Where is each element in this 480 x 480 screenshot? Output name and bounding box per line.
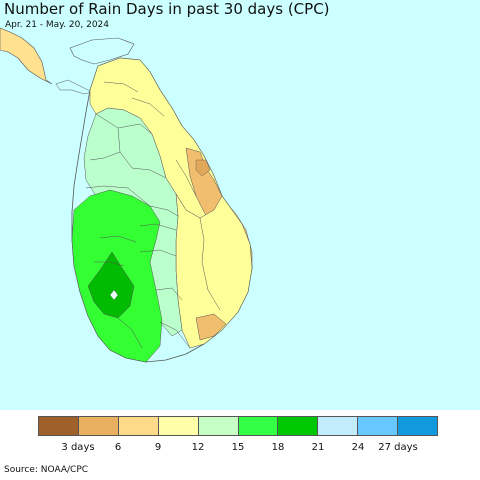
sri-lanka-map [0, 27, 253, 363]
legend-tick-label: 6 [114, 442, 122, 453]
legend-swatch [238, 417, 279, 435]
legend-swatch [398, 417, 438, 435]
zone-trinco-orange [195, 159, 211, 177]
zone-southeast-orange [195, 313, 227, 341]
peak-marker [109, 289, 119, 301]
legend-colorbar [38, 416, 438, 436]
jaffna-peninsula [69, 37, 135, 65]
map-title: Number of Rain Days in past 30 days (CPC… [4, 0, 330, 18]
date-range: Apr. 21 - May. 20, 2024 [5, 20, 110, 30]
legend-swatch [198, 417, 239, 435]
legend-swatch [78, 417, 119, 435]
legend-tick-label: 3 days [61, 442, 95, 453]
legend-tick-label: 21 [311, 442, 325, 453]
zone-southwest-dark-green [87, 251, 135, 319]
legend-swatch [39, 417, 79, 435]
district-boundaries [85, 81, 221, 349]
source-credit: Source: NOAA/CPC [4, 465, 89, 475]
rain-days-map [0, 0, 480, 410]
legend-swatch [358, 417, 399, 435]
legend-swatch [318, 417, 359, 435]
legend-swatch [118, 417, 159, 435]
legend-tick-label: 15 [231, 442, 245, 453]
legend-tick-label: 18 [271, 442, 285, 453]
legend-tick-label: 9 [154, 442, 162, 453]
legend-tick-label: 12 [191, 442, 205, 453]
india-coast [0, 27, 53, 85]
legend-tick-label: 27 days [378, 442, 418, 453]
legend-swatch [278, 417, 319, 435]
legend-swatch [158, 417, 199, 435]
adams-bridge-islands [55, 79, 93, 95]
legend-tick-label: 24 [351, 442, 365, 453]
